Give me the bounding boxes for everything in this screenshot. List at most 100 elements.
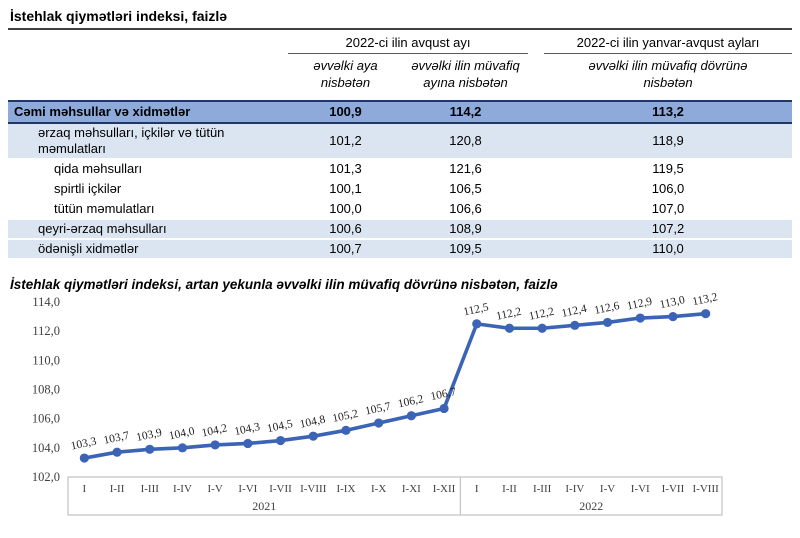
- gap-cell: [528, 199, 544, 219]
- data-point-marker: [701, 309, 711, 319]
- data-point-label: 112,9: [626, 296, 654, 313]
- row-value: 107,0: [651, 201, 685, 216]
- sub-header-prev-month: əvvəlki aya nisbətən: [313, 58, 378, 90]
- data-point-label: 105,2: [331, 408, 359, 425]
- y-axis-tick-label: 114,0: [32, 295, 60, 309]
- table-body: Cəmi məhsullar və xidmətlər 100,9 114,2 113…: [8, 100, 793, 259]
- report-page: İstehlak qiymətləri indeksi, faizlə 2022…: [8, 6, 793, 292]
- data-point-marker: [145, 444, 155, 454]
- y-axis-tick-label: 108,0: [32, 383, 60, 397]
- row-label: tütün məmulatları: [54, 200, 155, 216]
- data-point-label: 103,9: [135, 427, 163, 444]
- x-axis-category-label: I-II: [502, 483, 517, 495]
- x-axis-category-label: I-IV: [173, 483, 192, 495]
- gap-cell: [528, 54, 544, 101]
- row-value: 110,0: [652, 241, 684, 256]
- cpi-table: 2022-ci ilin avqust ayı 2022-ci ilin yan…: [8, 30, 793, 260]
- data-point-label: 105,7: [364, 400, 392, 417]
- data-point-marker: [275, 435, 286, 446]
- row-value: 101,2: [329, 133, 362, 149]
- data-point-marker: [668, 311, 678, 322]
- sub-header-prev-year-period: əvvəlki ilin müvafiq dövrünə nisbətən: [588, 58, 748, 90]
- row-value: 113,2: [652, 104, 684, 120]
- x-axis-category-label: I: [475, 483, 479, 495]
- data-point-marker: [177, 443, 188, 453]
- data-point-marker: [635, 313, 645, 323]
- row-value: 106,5: [449, 181, 482, 196]
- gap-cell: [528, 179, 544, 199]
- x-axis-category-label: I-II: [110, 483, 125, 495]
- x-axis-category-label: I-X: [371, 483, 386, 495]
- row-label: spirtli içkilər: [54, 180, 122, 196]
- row-value: 114,2: [449, 104, 482, 120]
- data-point-marker: [243, 438, 253, 449]
- cpi-line-chart: 102,0 104,0 106,0 108,0 110,0 112,0 114,0 2021 2…: [32, 291, 723, 516]
- data-point-marker: [308, 431, 318, 441]
- x-axis-category-label: I-V: [600, 483, 615, 495]
- row-value: 100,1: [329, 181, 362, 196]
- x-axis-category-label: I-VI: [631, 483, 650, 495]
- row-value: 119,5: [652, 161, 684, 176]
- data-point-marker: [570, 320, 580, 330]
- x-axis-category-label: I: [83, 483, 87, 495]
- table-row: tütün məmulatları 100,0 106,6 107,0: [8, 198, 793, 219]
- data-point-label: 103,3: [70, 435, 98, 452]
- gap-cell: [528, 239, 544, 259]
- x-axis-category-label: I-III: [533, 483, 552, 495]
- x-axis-category-label: I-IV: [565, 483, 584, 495]
- data-point-label: 104,0: [168, 425, 196, 442]
- gap-cell: [528, 30, 544, 54]
- data-point-marker: [504, 323, 515, 333]
- data-point-label: 104,5: [266, 418, 294, 435]
- row-value: 100,0: [329, 201, 362, 216]
- table-row: spirtli içkilər 100,1 106,5 106,0: [8, 178, 793, 199]
- gap-cell: [528, 219, 544, 239]
- sub-header-prev-year-month: əvvəlki ilin müvafiq ayına nisbətən: [411, 58, 520, 90]
- gap-cell: [528, 123, 544, 159]
- row-value: 120,8: [449, 133, 482, 149]
- data-point-marker: [406, 411, 416, 421]
- row-label: ərzaq məhsulları, içkilər və tütün məmul…: [38, 124, 225, 156]
- data-point-label: 106,7: [430, 386, 458, 403]
- data-point-label: 104,2: [201, 422, 229, 439]
- data-point-marker: [374, 418, 384, 428]
- y-axis-tick-label: 106,0: [32, 412, 60, 426]
- y-axis-tick-label: 110,0: [32, 353, 60, 367]
- column-group-row: 2022-ci ilin avqust ayı 2022-ci ilin yan…: [8, 30, 793, 54]
- x-axis-category-label: I-XI: [402, 483, 421, 495]
- column-group-jan-aug: 2022-ci ilin yanvar-avqust ayları: [544, 30, 793, 54]
- x-axis-category-label: I-V: [208, 483, 223, 495]
- table-row: qeyri-ərzaq məhsulları 100,6 108,9 107,2: [8, 218, 793, 239]
- row-value: 100,6: [329, 221, 362, 236]
- data-point-label: 104,8: [299, 414, 327, 431]
- x-axis-category-label: I-VIII: [693, 483, 720, 495]
- y-axis-tick-label: 102,0: [32, 470, 60, 484]
- data-point-label: 104,3: [233, 421, 261, 438]
- table-title: İstehlak qiymətləri indeksi, faizlə: [8, 6, 792, 30]
- row-label: qeyri-ərzaq məhsulları: [38, 220, 167, 236]
- data-point-marker: [537, 323, 547, 333]
- data-point-label: 112,5: [462, 301, 490, 318]
- row-value: 106,0: [651, 181, 685, 196]
- x-axis-box: [67, 476, 723, 516]
- data-point-label: 113,2: [691, 291, 719, 308]
- row-value: 109,5: [449, 241, 482, 256]
- x-axis-category-label: I-VII: [662, 483, 685, 495]
- row-value: 108,9: [449, 221, 482, 236]
- sub-header-row: əvvəlki aya nisbətən əvvəlki ilin müvafi…: [8, 54, 792, 101]
- x-axis-category-label: I-XII: [433, 483, 456, 495]
- series-line: [82, 311, 708, 460]
- table-header: 2022-ci ilin avqust ayı 2022-ci ilin yan…: [8, 30, 793, 101]
- x-axis-category-label: I-VIII: [300, 483, 327, 495]
- y-axis-tick-label: 112,0: [32, 324, 60, 338]
- row-value: 121,6: [449, 161, 482, 176]
- data-point-marker: [439, 403, 449, 414]
- data-point-marker: [341, 425, 351, 435]
- row-label: qida məhsulları: [54, 160, 143, 176]
- row-label: Cəmi məhsullar və xidmətlər: [14, 103, 191, 119]
- y-axis-tick-label: 104,0: [32, 441, 60, 455]
- x-axis-category-label: I-III: [141, 483, 160, 495]
- row-value: 106,6: [449, 201, 482, 216]
- data-point-label: 103,7: [103, 430, 131, 447]
- data-point-label: 106,2: [397, 393, 425, 410]
